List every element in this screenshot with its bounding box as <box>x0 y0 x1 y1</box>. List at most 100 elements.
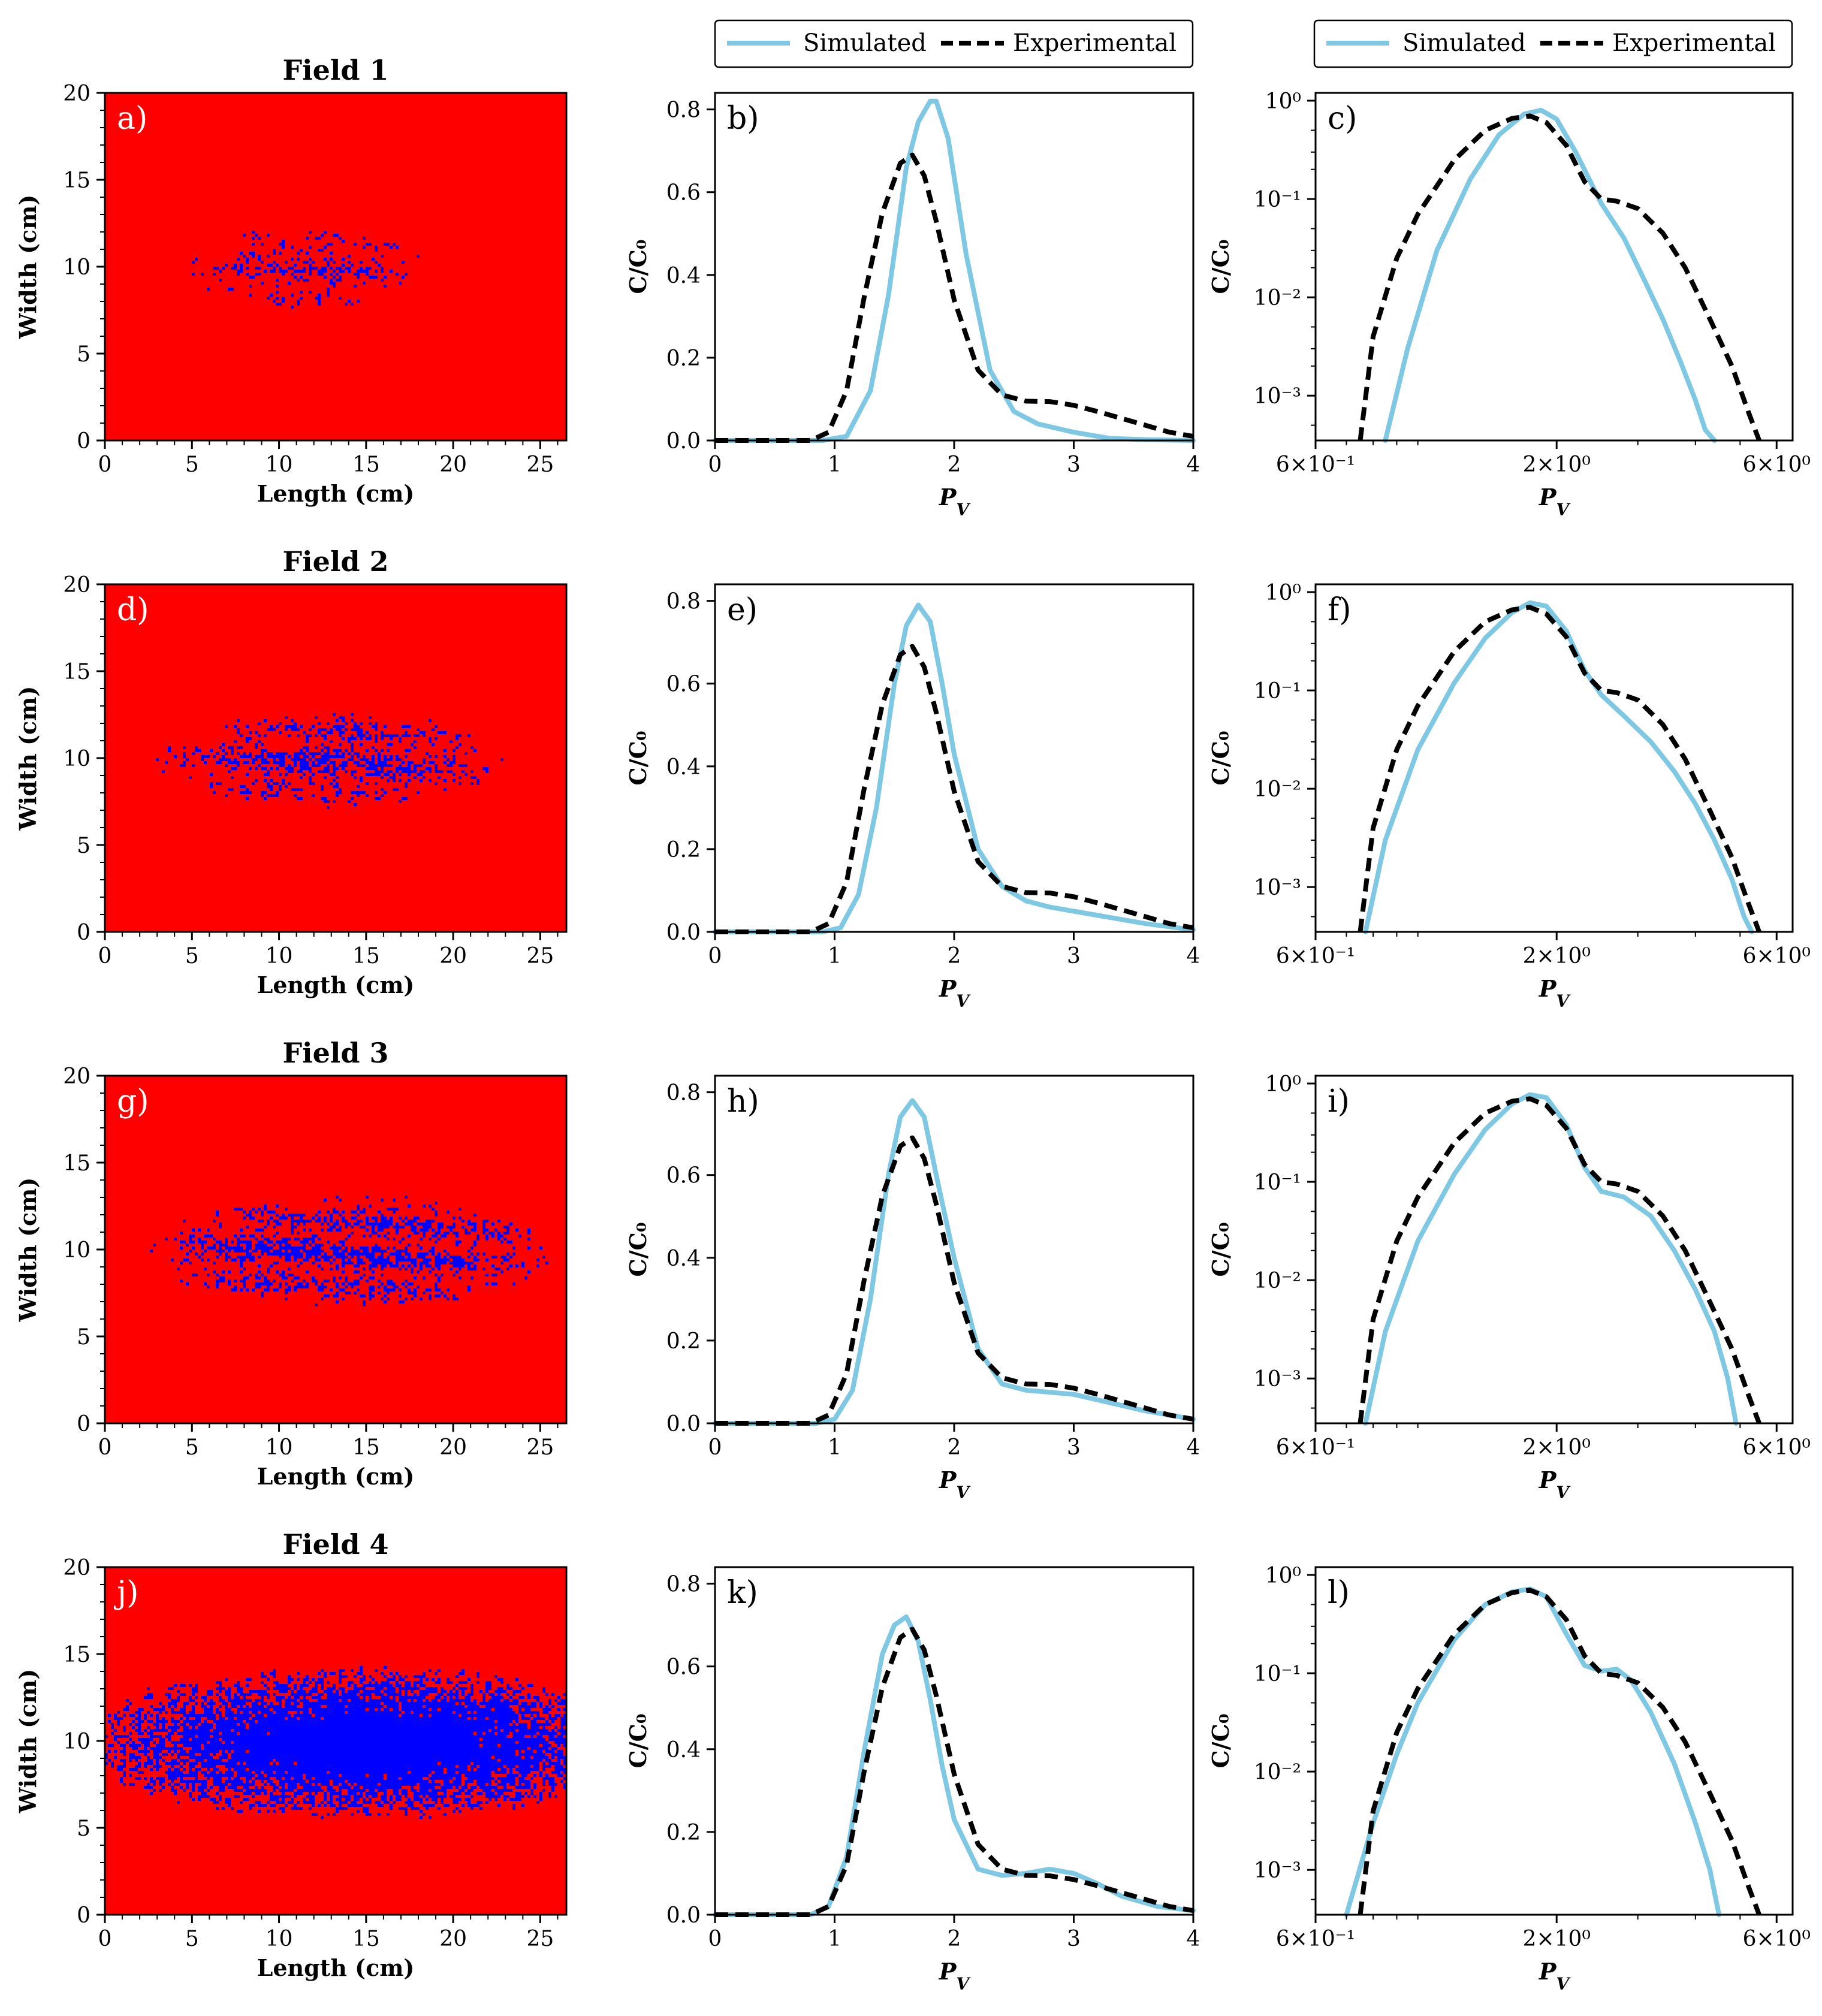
plume-cell <box>135 1756 138 1759</box>
plume-cell <box>363 1786 366 1789</box>
plume-cell <box>342 725 345 728</box>
plume-cell <box>237 1750 240 1753</box>
plume-cell <box>258 1744 261 1747</box>
plume-cell <box>309 1783 312 1786</box>
plume-cell <box>309 1220 312 1223</box>
plume-cell <box>273 1226 276 1229</box>
plume-cell <box>189 1250 192 1253</box>
plume-cell <box>396 1250 399 1253</box>
plume-cell <box>408 773 411 776</box>
plume-cell <box>288 1795 291 1798</box>
plume-cell <box>381 1795 384 1798</box>
plume-cell <box>156 1708 159 1711</box>
plume-cell <box>246 1789 249 1792</box>
plume-cell <box>390 1217 393 1220</box>
plume-cell <box>282 1792 285 1795</box>
plume-cell <box>348 1780 351 1783</box>
plume-cell <box>246 1771 249 1774</box>
plume-cell <box>297 734 300 737</box>
plume-cell <box>354 1690 357 1693</box>
plume-cell <box>210 1726 213 1729</box>
plume-cell <box>294 1259 297 1261</box>
plume-cell <box>255 1238 258 1241</box>
plume-cell <box>165 1693 168 1696</box>
plume-cell <box>473 1229 476 1232</box>
plume-cell <box>390 1726 393 1729</box>
plume-cell <box>282 1759 285 1762</box>
plume-cell <box>303 1711 306 1714</box>
plume-cell <box>210 1247 213 1250</box>
plume-cell <box>366 1753 369 1756</box>
plume-cell <box>396 1253 399 1256</box>
y-tick-label: 10⁻³ <box>1254 384 1301 409</box>
plume-cell <box>294 1705 297 1708</box>
plume-cell <box>240 1729 243 1732</box>
plume-cell <box>366 1217 369 1220</box>
plume-cell <box>252 237 255 240</box>
plume-cell <box>497 1232 500 1235</box>
plume-cell <box>189 1729 192 1732</box>
plume-cell <box>201 1762 204 1765</box>
plume-cell <box>300 1777 303 1780</box>
plume-cell <box>327 1690 330 1693</box>
plume-cell <box>324 1765 327 1768</box>
plume-cell <box>381 1672 384 1675</box>
plume-cell <box>147 1762 150 1765</box>
plume-cell <box>318 294 321 297</box>
plume-cell <box>198 1744 201 1747</box>
plume-cell <box>330 279 333 282</box>
plume-cell <box>420 1247 423 1250</box>
plume-cell <box>261 743 264 746</box>
plume-cell <box>255 731 258 734</box>
plume-cell <box>249 1792 252 1795</box>
plume-cell <box>402 1282 405 1285</box>
plume-cell <box>321 1732 324 1735</box>
plume-cell <box>515 1229 518 1232</box>
plume-cell <box>243 1729 246 1732</box>
plume-cell <box>261 755 264 758</box>
plume-cell <box>429 1205 432 1208</box>
plume-cell <box>318 1774 321 1777</box>
plume-cell <box>378 1259 381 1261</box>
plume-cell <box>291 273 294 276</box>
plume-cell <box>360 1750 363 1753</box>
plume-cell <box>408 734 411 737</box>
plume-cell <box>258 1777 261 1780</box>
plume-cell <box>294 1226 297 1229</box>
plume-cell <box>249 1768 252 1771</box>
plume-cell <box>411 743 414 746</box>
plume-cell <box>276 1732 279 1735</box>
plume-cell <box>237 1753 240 1756</box>
plume-cell <box>345 1783 348 1786</box>
plume-cell <box>267 1288 270 1291</box>
plume-cell <box>264 1702 267 1705</box>
plume-cell <box>369 1765 372 1768</box>
plume-cell <box>261 1714 264 1717</box>
plume-cell <box>381 1681 384 1684</box>
legend-log: Simulated Experimental <box>1313 19 1793 68</box>
plume-cell <box>423 1226 426 1229</box>
plume-cell <box>333 785 336 788</box>
plume-cell <box>321 1720 324 1723</box>
plume-cell <box>153 1735 156 1738</box>
plume-cell <box>174 1771 177 1774</box>
plume-cell <box>156 1717 159 1720</box>
plume-cell <box>378 1279 381 1282</box>
plume-cell <box>345 1750 348 1753</box>
plume-cell <box>473 1241 476 1244</box>
plume-cell <box>264 1244 267 1247</box>
plume-cell <box>264 1744 267 1747</box>
plume-cell <box>378 1813 381 1816</box>
plume-cell <box>453 1264 456 1267</box>
plume-cell <box>366 1795 369 1798</box>
plume-cell <box>255 1729 258 1732</box>
plume-cell <box>381 1729 384 1732</box>
plume-cell <box>288 1783 291 1786</box>
plume-cell <box>312 1798 315 1801</box>
plume-cell <box>435 770 438 773</box>
plume-cell <box>351 1247 354 1250</box>
plume-cell <box>108 1750 111 1753</box>
plume-cell <box>369 1750 372 1753</box>
plume-cell <box>297 1276 300 1279</box>
plume-cell <box>435 1282 438 1285</box>
